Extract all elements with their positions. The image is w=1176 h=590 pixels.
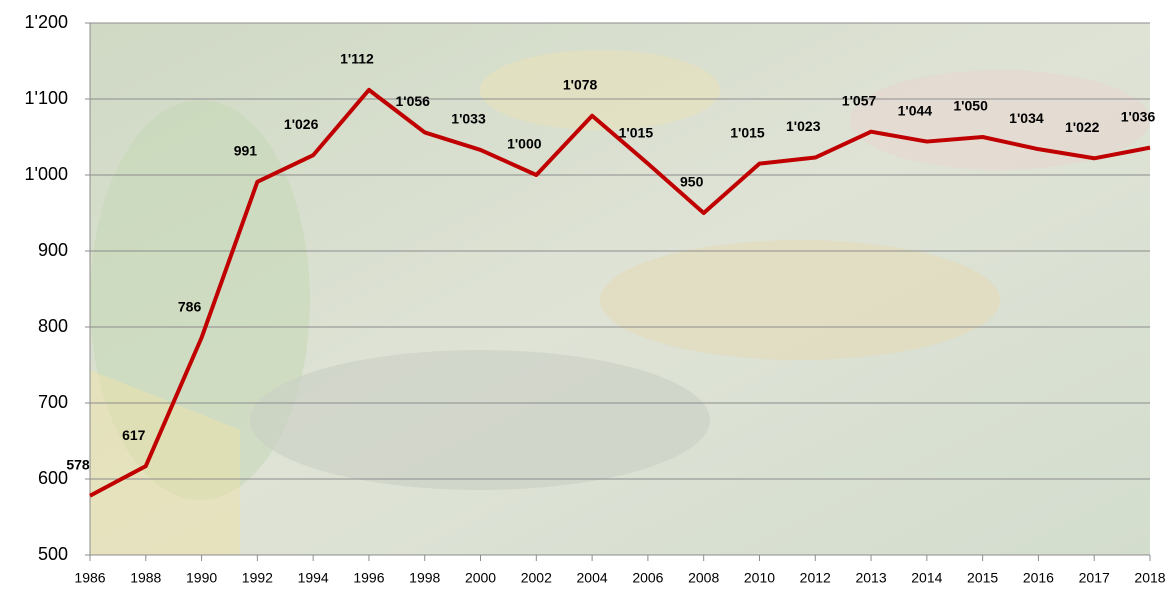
value-label: 1'015 bbox=[730, 124, 765, 140]
x-tick-label: 2014 bbox=[911, 570, 942, 586]
x-tick-label: 2008 bbox=[688, 570, 719, 586]
y-tick-label: 700 bbox=[38, 392, 68, 412]
x-tick-label: 1990 bbox=[186, 570, 217, 586]
value-label: 1'036 bbox=[1121, 108, 1156, 124]
x-tick-label: 1994 bbox=[298, 570, 329, 586]
x-tick-label: 1986 bbox=[74, 570, 105, 586]
x-tick-label: 2012 bbox=[800, 570, 831, 586]
value-label: 786 bbox=[178, 298, 202, 314]
value-label: 1'057 bbox=[842, 92, 877, 108]
x-tick-label: 2013 bbox=[855, 570, 886, 586]
x-tick-label: 1988 bbox=[130, 570, 161, 586]
x-tick-label: 2000 bbox=[465, 570, 496, 586]
value-label: 1'000 bbox=[507, 136, 542, 152]
value-label: 1'034 bbox=[1009, 110, 1044, 126]
value-label: 1'050 bbox=[953, 98, 988, 114]
x-tick-label: 2006 bbox=[632, 570, 663, 586]
x-tick-label: 2015 bbox=[967, 570, 998, 586]
x-tick-label: 2018 bbox=[1134, 570, 1165, 586]
y-tick-label: 1'000 bbox=[25, 164, 68, 184]
chart: 500 600 700 800 900 1'000 1'100 1'200 1986 1988 19… bbox=[0, 0, 1176, 590]
x-tick-label: 2017 bbox=[1079, 570, 1110, 586]
value-label: 617 bbox=[122, 427, 146, 443]
x-tick-label: 2016 bbox=[1023, 570, 1054, 586]
value-label: 991 bbox=[234, 143, 258, 159]
value-label: 1'015 bbox=[619, 124, 654, 140]
y-tick-label: 600 bbox=[38, 468, 68, 488]
y-tick-label: 1'100 bbox=[25, 88, 68, 108]
value-label: 1'023 bbox=[786, 118, 821, 134]
background-photo bbox=[90, 23, 1150, 555]
value-label: 1'112 bbox=[340, 51, 374, 67]
value-label: 1'026 bbox=[284, 116, 319, 132]
x-tick-label: 2002 bbox=[521, 570, 552, 586]
value-label: 1'022 bbox=[1065, 119, 1100, 135]
value-label: 950 bbox=[680, 174, 704, 190]
value-label: 1'056 bbox=[395, 93, 430, 109]
value-label: 578 bbox=[66, 456, 90, 472]
page: 500 600 700 800 900 1'000 1'100 1'200 1986 1988 19… bbox=[0, 0, 1176, 590]
value-label: 1'033 bbox=[451, 111, 486, 127]
x-tick-label: 2004 bbox=[577, 570, 608, 586]
value-label: 1'078 bbox=[563, 76, 598, 92]
x-tick-label: 2010 bbox=[744, 570, 775, 586]
y-tick-label: 1'200 bbox=[25, 12, 68, 32]
x-tick-label: 1992 bbox=[242, 570, 273, 586]
y-tick-label: 500 bbox=[38, 544, 68, 564]
value-label: 1'044 bbox=[898, 102, 933, 118]
x-tick-label: 1998 bbox=[409, 570, 440, 586]
y-tick-label: 800 bbox=[38, 316, 68, 336]
y-tick-label: 900 bbox=[38, 240, 68, 260]
x-tick-label: 1996 bbox=[353, 570, 384, 586]
